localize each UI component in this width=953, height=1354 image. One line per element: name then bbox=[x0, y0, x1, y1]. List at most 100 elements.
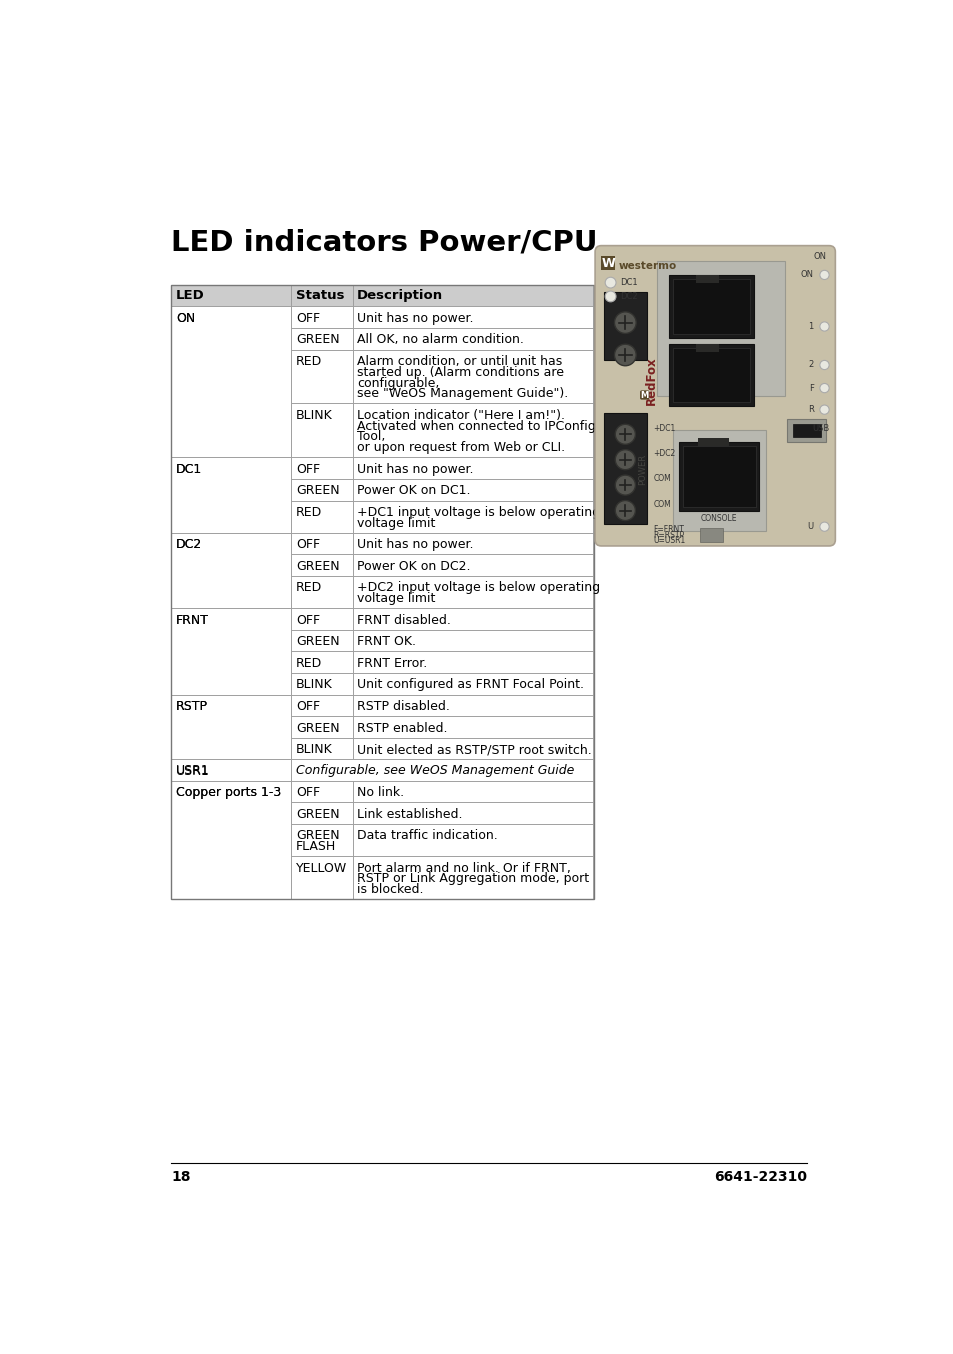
Bar bbox=[353, 479, 592, 501]
Circle shape bbox=[615, 501, 635, 520]
Text: YELLOW: YELLOW bbox=[295, 861, 347, 875]
Text: FRNT: FRNT bbox=[175, 613, 209, 627]
Text: Power OK on DC1.: Power OK on DC1. bbox=[356, 485, 470, 497]
Text: CONSOLE: CONSOLE bbox=[700, 513, 737, 523]
Text: DC1: DC1 bbox=[619, 278, 637, 287]
Bar bbox=[353, 630, 592, 651]
Text: Location indicator ("Here I am!").: Location indicator ("Here I am!"). bbox=[356, 409, 564, 422]
Text: GREEN: GREEN bbox=[295, 559, 339, 573]
Bar bbox=[291, 554, 353, 575]
Text: +DC2: +DC2 bbox=[653, 450, 675, 458]
FancyBboxPatch shape bbox=[639, 390, 649, 399]
Text: COM: COM bbox=[653, 474, 670, 483]
Circle shape bbox=[819, 271, 828, 279]
Bar bbox=[291, 856, 353, 899]
Text: U: U bbox=[806, 523, 813, 531]
Text: OFF: OFF bbox=[295, 539, 320, 551]
Text: Configurable, see WeOS Management Guide: Configurable, see WeOS Management Guide bbox=[295, 764, 574, 776]
Bar bbox=[353, 554, 592, 575]
Bar bbox=[353, 575, 592, 608]
Text: Copper ports 1-3: Copper ports 1-3 bbox=[175, 787, 281, 799]
Text: GREEN: GREEN bbox=[295, 808, 339, 821]
Text: DC1: DC1 bbox=[175, 463, 202, 475]
Text: All OK, no alarm condition.: All OK, no alarm condition. bbox=[356, 333, 523, 347]
Text: Power OK on DC2.: Power OK on DC2. bbox=[356, 559, 470, 573]
Bar bbox=[657, 261, 784, 395]
Bar bbox=[291, 403, 353, 458]
Bar bbox=[171, 306, 291, 328]
Circle shape bbox=[819, 405, 828, 414]
Text: +DC1 input voltage is below operating: +DC1 input voltage is below operating bbox=[356, 506, 599, 519]
Bar bbox=[171, 856, 291, 899]
Text: Unit configured as FRNT Focal Point.: Unit configured as FRNT Focal Point. bbox=[356, 678, 583, 692]
Bar bbox=[171, 328, 291, 349]
Bar bbox=[792, 424, 820, 436]
Bar bbox=[291, 575, 353, 608]
Bar bbox=[171, 458, 291, 533]
Text: DC2: DC2 bbox=[619, 292, 637, 301]
Bar bbox=[353, 695, 592, 716]
Bar bbox=[171, 608, 291, 695]
Text: FRNT OK.: FRNT OK. bbox=[356, 635, 416, 649]
Bar bbox=[291, 501, 353, 533]
Text: 18: 18 bbox=[171, 1170, 191, 1185]
Text: F: F bbox=[808, 383, 813, 393]
Text: DC2: DC2 bbox=[175, 539, 202, 551]
Text: RSTP enabled.: RSTP enabled. bbox=[356, 722, 447, 734]
Bar bbox=[672, 431, 765, 531]
Text: or upon request from Web or CLI.: or upon request from Web or CLI. bbox=[356, 441, 565, 454]
Text: Unit has no power.: Unit has no power. bbox=[356, 311, 474, 325]
Text: ON: ON bbox=[175, 311, 194, 325]
Text: Alarm condition, or until unit has: Alarm condition, or until unit has bbox=[356, 355, 562, 368]
Text: FRNT Error.: FRNT Error. bbox=[356, 657, 427, 670]
Text: R: R bbox=[807, 405, 813, 414]
Bar bbox=[171, 630, 291, 651]
Bar bbox=[291, 716, 353, 738]
Text: F=FRNT: F=FRNT bbox=[653, 525, 683, 535]
Text: BLINK: BLINK bbox=[295, 743, 333, 756]
Bar bbox=[171, 695, 291, 760]
Bar bbox=[291, 306, 353, 328]
Bar bbox=[291, 760, 592, 781]
Bar bbox=[291, 284, 353, 306]
Circle shape bbox=[615, 475, 635, 496]
Text: Unit has no power.: Unit has no power. bbox=[356, 539, 474, 551]
Bar bbox=[786, 418, 825, 441]
Circle shape bbox=[614, 311, 636, 333]
Bar bbox=[668, 344, 753, 406]
Text: voltage limit: voltage limit bbox=[356, 517, 436, 529]
Bar bbox=[291, 695, 353, 716]
Bar bbox=[698, 439, 728, 445]
Bar bbox=[353, 673, 592, 695]
Text: POWER: POWER bbox=[637, 454, 646, 485]
Bar bbox=[171, 479, 291, 501]
Bar bbox=[171, 803, 291, 825]
Text: ON: ON bbox=[812, 252, 825, 261]
Text: USR1: USR1 bbox=[175, 764, 210, 776]
Text: OFF: OFF bbox=[295, 700, 320, 714]
Text: USB: USB bbox=[811, 424, 828, 433]
Bar bbox=[171, 781, 291, 803]
Bar bbox=[171, 284, 291, 306]
Bar bbox=[353, 533, 592, 554]
Bar bbox=[353, 825, 592, 856]
Text: Data traffic indication.: Data traffic indication. bbox=[356, 829, 497, 842]
Bar bbox=[672, 279, 749, 334]
Bar bbox=[171, 781, 291, 899]
Text: GREEN: GREEN bbox=[295, 485, 339, 497]
Circle shape bbox=[615, 424, 635, 444]
Bar bbox=[171, 575, 291, 608]
Text: RED: RED bbox=[295, 581, 322, 594]
Text: FRNT: FRNT bbox=[175, 613, 209, 627]
Text: RSTP disabled.: RSTP disabled. bbox=[356, 700, 450, 714]
Bar bbox=[668, 275, 753, 338]
Text: Port alarm and no link. Or if FRNT,: Port alarm and no link. Or if FRNT, bbox=[356, 861, 571, 875]
Text: RED: RED bbox=[295, 657, 322, 670]
Circle shape bbox=[604, 291, 616, 302]
Bar bbox=[291, 673, 353, 695]
Circle shape bbox=[819, 523, 828, 531]
Text: Tool,: Tool, bbox=[356, 431, 385, 444]
Circle shape bbox=[819, 383, 828, 393]
Bar bbox=[353, 501, 592, 533]
Bar bbox=[291, 781, 353, 803]
